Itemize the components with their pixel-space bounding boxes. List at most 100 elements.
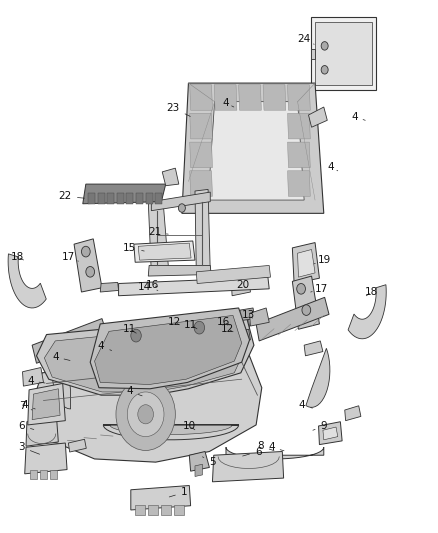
- Polygon shape: [288, 114, 310, 139]
- Text: 8: 8: [257, 441, 274, 451]
- Circle shape: [127, 392, 164, 437]
- Polygon shape: [95, 316, 242, 384]
- Text: 7: 7: [19, 401, 32, 411]
- Circle shape: [321, 66, 328, 74]
- Text: 21: 21: [148, 227, 168, 237]
- Text: 4: 4: [27, 376, 45, 386]
- Polygon shape: [119, 277, 269, 296]
- Text: 20: 20: [237, 280, 250, 290]
- Text: 4: 4: [351, 111, 365, 122]
- Polygon shape: [148, 265, 211, 276]
- Text: 11: 11: [123, 324, 136, 334]
- Polygon shape: [311, 49, 315, 59]
- Text: 17: 17: [62, 252, 78, 262]
- Text: 3: 3: [18, 442, 39, 454]
- Text: 5: 5: [202, 457, 216, 466]
- Polygon shape: [28, 383, 65, 425]
- Text: 6: 6: [18, 421, 34, 431]
- Polygon shape: [117, 193, 124, 204]
- Polygon shape: [208, 102, 304, 200]
- Polygon shape: [138, 243, 191, 260]
- Polygon shape: [231, 319, 250, 329]
- Text: 4: 4: [52, 352, 70, 362]
- Polygon shape: [98, 193, 105, 204]
- Text: 4: 4: [98, 341, 112, 351]
- Polygon shape: [74, 239, 102, 292]
- Polygon shape: [32, 351, 262, 462]
- Polygon shape: [288, 171, 310, 196]
- Polygon shape: [44, 322, 246, 392]
- Text: 24: 24: [297, 34, 314, 44]
- Circle shape: [297, 284, 305, 294]
- Polygon shape: [250, 308, 269, 326]
- Polygon shape: [135, 505, 145, 515]
- Text: 12: 12: [168, 317, 181, 327]
- Polygon shape: [315, 22, 372, 85]
- Circle shape: [81, 246, 90, 257]
- Text: 4: 4: [268, 442, 284, 452]
- Polygon shape: [107, 193, 114, 204]
- Circle shape: [131, 329, 141, 342]
- Polygon shape: [32, 389, 60, 419]
- Text: 16: 16: [217, 317, 230, 327]
- Text: 10: 10: [183, 421, 196, 431]
- Polygon shape: [308, 107, 327, 127]
- Text: 12: 12: [221, 324, 234, 334]
- Polygon shape: [345, 406, 361, 421]
- Text: 13: 13: [242, 310, 255, 320]
- Polygon shape: [25, 443, 67, 474]
- Polygon shape: [240, 308, 255, 321]
- Polygon shape: [40, 470, 47, 479]
- Polygon shape: [263, 85, 286, 110]
- Polygon shape: [297, 249, 315, 277]
- Polygon shape: [236, 329, 251, 342]
- Text: 22: 22: [59, 191, 85, 201]
- Text: 4: 4: [222, 98, 234, 108]
- Circle shape: [86, 266, 95, 277]
- Polygon shape: [174, 505, 184, 515]
- Polygon shape: [134, 241, 195, 262]
- Polygon shape: [190, 85, 212, 110]
- Polygon shape: [110, 425, 232, 434]
- Polygon shape: [32, 319, 108, 364]
- Polygon shape: [136, 193, 143, 204]
- Polygon shape: [146, 193, 152, 204]
- Polygon shape: [212, 451, 284, 482]
- Text: 18: 18: [11, 252, 24, 262]
- Polygon shape: [182, 83, 324, 213]
- Text: 18: 18: [365, 287, 378, 297]
- Text: 19: 19: [314, 255, 331, 265]
- Polygon shape: [288, 85, 310, 110]
- Polygon shape: [190, 142, 212, 167]
- Polygon shape: [36, 316, 254, 395]
- Polygon shape: [26, 418, 58, 446]
- Polygon shape: [22, 368, 43, 386]
- Polygon shape: [127, 193, 134, 204]
- Circle shape: [194, 321, 205, 334]
- Polygon shape: [239, 85, 261, 110]
- Polygon shape: [195, 464, 202, 477]
- Polygon shape: [190, 171, 212, 196]
- Polygon shape: [148, 201, 169, 273]
- Polygon shape: [30, 470, 37, 479]
- Polygon shape: [155, 193, 162, 204]
- Text: 14: 14: [138, 282, 158, 292]
- Polygon shape: [162, 168, 179, 185]
- Polygon shape: [304, 341, 323, 356]
- Polygon shape: [348, 285, 386, 339]
- Text: 4: 4: [21, 400, 35, 410]
- Polygon shape: [214, 85, 237, 110]
- Polygon shape: [231, 276, 251, 296]
- Polygon shape: [318, 422, 342, 445]
- Polygon shape: [256, 297, 329, 341]
- Polygon shape: [103, 425, 239, 440]
- Text: 4: 4: [299, 400, 312, 410]
- Text: 17: 17: [311, 284, 328, 294]
- Polygon shape: [288, 142, 310, 167]
- Polygon shape: [190, 114, 212, 139]
- Text: 15: 15: [123, 243, 144, 253]
- Polygon shape: [68, 439, 86, 452]
- Text: 23: 23: [166, 103, 190, 116]
- Polygon shape: [311, 17, 376, 90]
- Text: 9: 9: [313, 421, 327, 431]
